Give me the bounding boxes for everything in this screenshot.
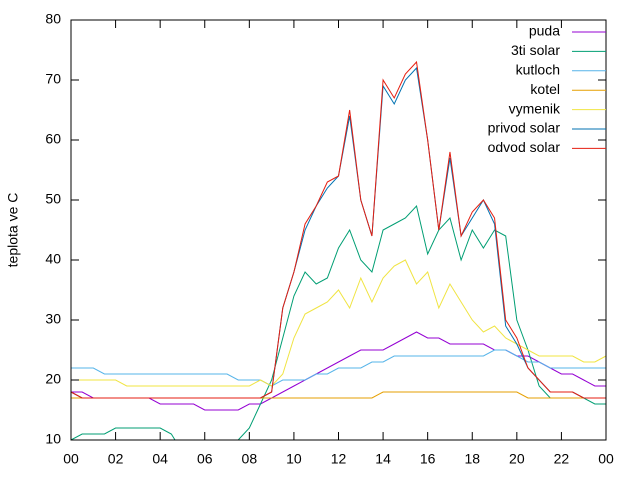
legend-label: kutloch xyxy=(516,62,560,78)
y-tick-label: 70 xyxy=(45,71,61,87)
y-tick-label: 20 xyxy=(45,371,61,387)
x-tick-label: 02 xyxy=(108,451,124,467)
series-line xyxy=(71,204,606,440)
series-line xyxy=(71,391,606,399)
legend-label: odvod solar xyxy=(488,139,561,155)
x-tick-label: 18 xyxy=(464,451,480,467)
x-tick-label: 22 xyxy=(554,451,570,467)
x-tick-label: 20 xyxy=(509,451,525,467)
legend-label: vymenik xyxy=(509,100,561,116)
x-tick-label: 04 xyxy=(152,451,168,467)
x-tick-label: 00 xyxy=(598,451,614,467)
plot-area xyxy=(71,60,606,440)
plot-frame xyxy=(70,19,607,441)
x-tick-label: 16 xyxy=(420,451,436,467)
legend-label: 3ti solar xyxy=(511,42,560,58)
x-tick-label: 00 xyxy=(63,451,79,467)
y-axis-label: teplota ve C xyxy=(5,193,21,268)
y-tick-label: 40 xyxy=(45,251,61,267)
series-line xyxy=(71,259,606,387)
x-tick-label: 08 xyxy=(242,451,258,467)
legend-label: privod solar xyxy=(488,120,561,136)
y-tick-label: 10 xyxy=(45,431,61,447)
series-line xyxy=(71,60,606,399)
y-tick-label: 50 xyxy=(45,191,61,207)
y-tick-label: 30 xyxy=(45,311,61,327)
x-tick-label: 06 xyxy=(197,451,213,467)
x-tick-label: 14 xyxy=(375,451,391,467)
legend-label: kotel xyxy=(530,81,560,97)
y-tick-label: 60 xyxy=(45,131,61,147)
x-tick-label: 10 xyxy=(286,451,302,467)
x-tick-label: 12 xyxy=(331,451,347,467)
y-tick-label: 80 xyxy=(45,11,61,27)
legend-label: puda xyxy=(529,23,560,39)
series-line xyxy=(71,349,606,387)
